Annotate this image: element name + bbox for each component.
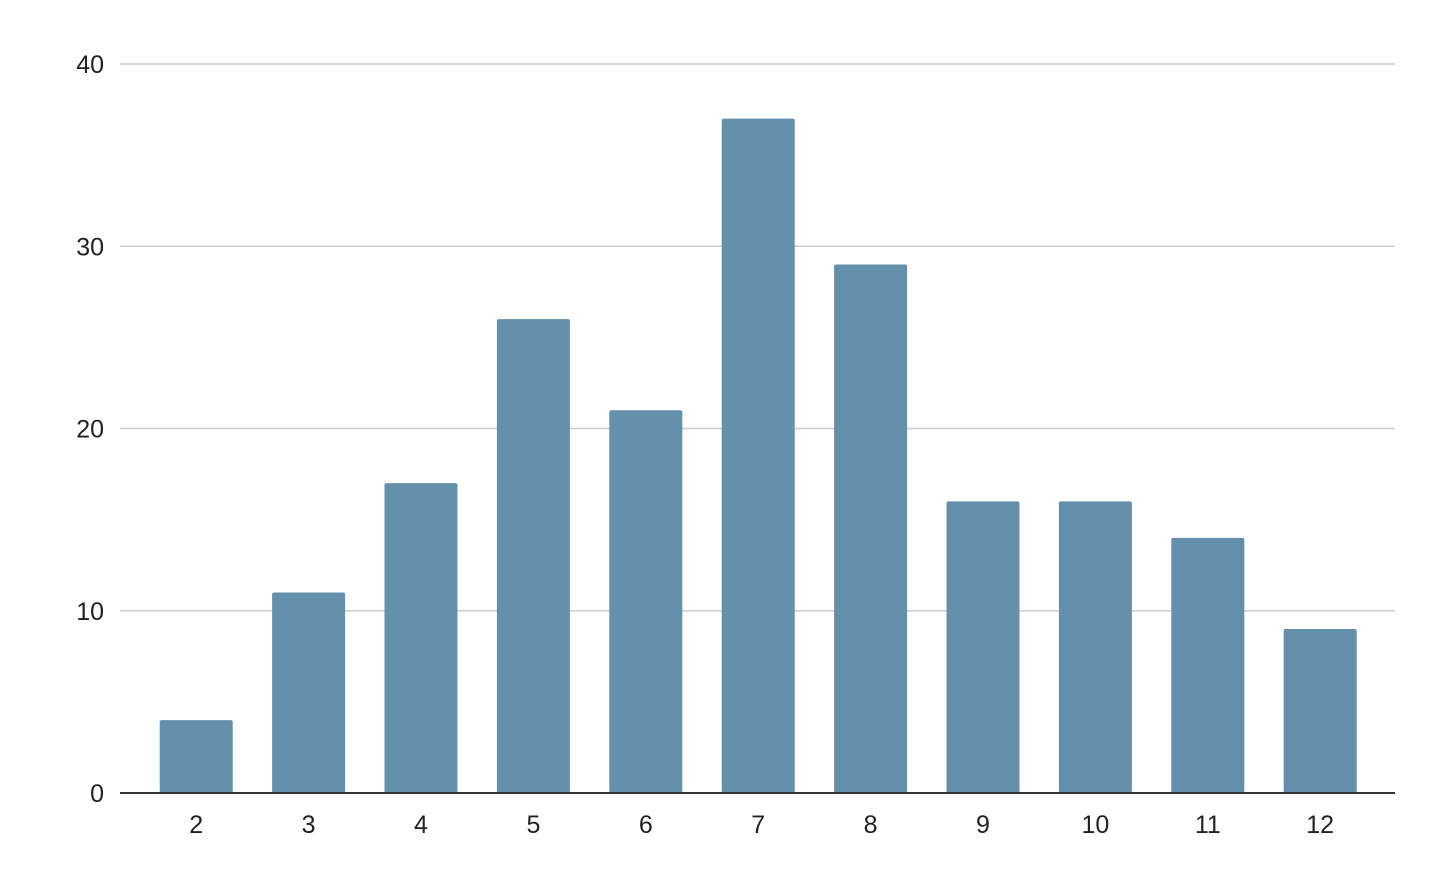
bar-4	[384, 483, 458, 793]
bar-10	[1058, 501, 1132, 793]
y-tick-label: 30	[76, 233, 104, 261]
y-tick-label: 40	[76, 51, 104, 79]
bar-3	[272, 592, 346, 793]
x-tick-label: 6	[639, 811, 653, 839]
x-tick-label: 8	[864, 811, 878, 839]
x-tick-label: 7	[751, 811, 765, 839]
bar-12	[1283, 628, 1357, 793]
bar-5	[496, 319, 570, 793]
bar-9	[946, 501, 1020, 793]
bar-8	[834, 264, 908, 794]
bar-2	[159, 720, 233, 793]
x-tick-label: 12	[1306, 811, 1334, 839]
y-tick-label: 0	[90, 780, 104, 808]
x-tick-label: 10	[1081, 811, 1109, 839]
x-tick-label: 5	[526, 811, 540, 839]
x-tick-label: 9	[976, 811, 990, 839]
y-tick-label: 20	[76, 416, 104, 444]
y-tick-label: 10	[76, 598, 104, 626]
x-tick-label: 4	[414, 811, 428, 839]
bar-11	[1171, 537, 1245, 793]
x-tick-label: 3	[302, 811, 316, 839]
bar-6	[609, 410, 683, 793]
x-tick-label: 2	[189, 811, 203, 839]
bar-7	[721, 118, 795, 794]
x-tick-label: 11	[1195, 811, 1221, 839]
